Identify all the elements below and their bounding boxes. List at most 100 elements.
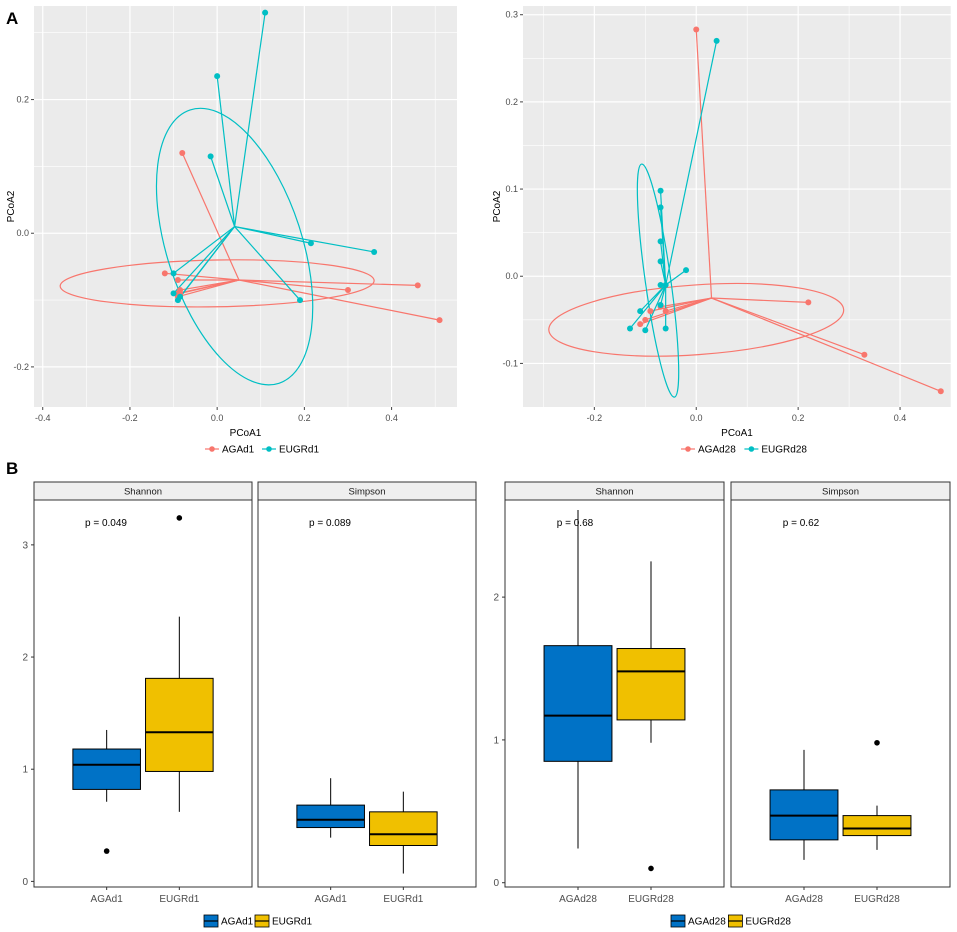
data-point-AGAd28 xyxy=(861,351,868,358)
x-tick-label: -0.4 xyxy=(35,413,51,423)
x-tick-label: 0.0 xyxy=(211,413,224,423)
facet-strip-label: Simpson xyxy=(822,487,859,498)
data-point-AGAd1 xyxy=(436,317,443,324)
data-point-EUGRd28 xyxy=(713,37,720,44)
box-AGAd1 xyxy=(72,748,141,790)
x-axis-label: PCoA1 xyxy=(230,428,262,439)
y-tick-label: 0.1 xyxy=(505,184,518,194)
box-EUGRd28 xyxy=(616,648,686,721)
spider-line-EUGRd28 xyxy=(659,261,667,286)
data-point-EUGRd28 xyxy=(657,281,664,288)
data-point-AGAd28 xyxy=(637,321,644,328)
pcoa-plot-day1: -0.4 -0.2 0.0 0.2 0.4 -0.2 0.0 0.2 PCoA1 PCoA2 AGA… xyxy=(6,6,457,456)
data-point-EUGRd1 xyxy=(297,297,304,304)
legend-key-point-EUGRd28 xyxy=(748,446,755,452)
facet-panel xyxy=(504,499,725,888)
outlier-point xyxy=(103,848,110,854)
facet-strip-label: Shannon xyxy=(595,487,633,498)
data-point-AGAd1 xyxy=(174,277,181,284)
data-point-AGAd28 xyxy=(693,26,700,33)
confidence-ellipse-AGAd28 xyxy=(548,282,845,357)
data-point-AGAd1 xyxy=(414,282,421,289)
x-tick-label: 0.2 xyxy=(298,413,311,423)
x-tick-label: EUGRd28 xyxy=(628,894,674,905)
plot-marks xyxy=(548,26,944,398)
x-tick-label: -0.2 xyxy=(587,413,603,423)
alpha-diversity-day28: Shannon p = 0.68 AGAd28 EUGRd28 Simpson p = 0… xyxy=(493,481,951,928)
y-tick-label: 2 xyxy=(22,653,28,664)
data-point-EUGRd1 xyxy=(307,240,314,247)
data-point-EUGRd28 xyxy=(683,267,690,274)
x-tick-label: 0.4 xyxy=(894,413,907,423)
outlier-point xyxy=(874,739,880,746)
x-tick-label: AGAd1 xyxy=(91,894,124,905)
p-value-label: p = 0.62 xyxy=(783,518,820,529)
legend-label-EUGRd28: EUGRd28 xyxy=(761,445,807,456)
x-tick-label: EUGRd28 xyxy=(854,894,900,905)
outlier-point xyxy=(176,515,183,521)
x-axis-label: PCoA1 xyxy=(721,428,753,439)
spider-line-EUGRd1 xyxy=(173,226,236,294)
legend: AGAd1 EUGRd1 xyxy=(205,445,319,456)
data-point-EUGRd28 xyxy=(627,325,633,332)
facet-panel xyxy=(257,499,477,888)
x-tick-label: EUGRd1 xyxy=(383,894,423,905)
y-tick-label: 0 xyxy=(22,877,28,888)
spider-line-EUGRd28 xyxy=(659,241,667,286)
pcoa-plot-day28: -0.2 0.0 0.2 0.4 -0.1 0.0 0.1 0.2 0.3 PCoA1 PCoA2 A… xyxy=(492,6,952,456)
spider-line-EUGRd28 xyxy=(659,207,667,285)
box-EUGRd1 xyxy=(145,677,214,772)
y-tick-label: -0.2 xyxy=(13,362,29,372)
data-point-EUGRd28 xyxy=(657,258,664,265)
data-point-EUGRd28 xyxy=(662,281,669,288)
x-tick-label: EUGRd1 xyxy=(159,894,199,905)
facet-panel xyxy=(33,499,253,888)
facet-panel xyxy=(730,499,951,888)
p-value-label: p = 0.089 xyxy=(309,518,351,529)
y-tick-label: 0 xyxy=(493,878,499,889)
data-point-AGAd1 xyxy=(344,287,351,294)
alpha-diversity-day1: Shannon p = 0.049 AGAd1 EUGRd1 Simpson p = 0.… xyxy=(22,481,477,928)
data-point-EUGRd1 xyxy=(170,290,177,297)
p-value-label: p = 0.68 xyxy=(557,518,594,529)
data-point-EUGRd1 xyxy=(170,270,177,277)
x-tick-label: 0.2 xyxy=(792,413,805,423)
x-tick-label: 0.4 xyxy=(385,413,398,423)
spider-line-AGAd28 xyxy=(695,29,713,299)
plot-background xyxy=(523,6,951,407)
data-point-AGAd28 xyxy=(647,308,654,315)
box-AGAd28 xyxy=(543,645,613,762)
spider-line-EUGRd1 xyxy=(173,226,235,274)
x-tick-label: -0.2 xyxy=(122,413,138,423)
data-point-AGAd28 xyxy=(662,308,669,315)
spider-line-EUGRd28 xyxy=(665,269,687,286)
facet-strip-label: Simpson xyxy=(349,487,386,498)
spider-line-EUGRd28 xyxy=(644,284,667,331)
legend-key-point-AGAd1 xyxy=(209,446,215,452)
x-tick-label: 0.0 xyxy=(690,413,703,423)
spider-line-EUGRd28 xyxy=(665,40,718,286)
data-point-EUGRd28 xyxy=(637,308,644,315)
y-tick-label: 1 xyxy=(493,735,499,746)
legend: AGAd1 EUGRd1 xyxy=(203,914,312,928)
data-point-AGAd1 xyxy=(161,270,168,277)
y-tick-label: 2 xyxy=(493,593,499,604)
y-tick-label: -0.1 xyxy=(502,358,518,368)
legend-label-EUGRd1: EUGRd1 xyxy=(272,917,312,928)
legend: AGAd28 EUGRd28 xyxy=(670,914,791,928)
x-tick-label: AGAd1 xyxy=(315,894,348,905)
y-tick-label: 1 xyxy=(22,765,28,776)
data-point-EUGRd28 xyxy=(657,238,664,245)
spider-line-AGAd1 xyxy=(238,279,440,321)
data-point-EUGRd1 xyxy=(371,248,378,255)
confidence-ellipse-AGAd1 xyxy=(59,259,375,308)
y-tick-label: 3 xyxy=(22,540,28,551)
spider-line-AGAd1 xyxy=(164,272,240,281)
box-AGAd1 xyxy=(296,804,365,829)
spider-line-EUGRd1 xyxy=(216,76,236,227)
data-point-EUGRd1 xyxy=(262,9,269,16)
panel-label-b: B xyxy=(6,459,18,478)
spider-line-AGAd1 xyxy=(238,279,418,286)
y-tick-label: 0.3 xyxy=(505,10,518,20)
